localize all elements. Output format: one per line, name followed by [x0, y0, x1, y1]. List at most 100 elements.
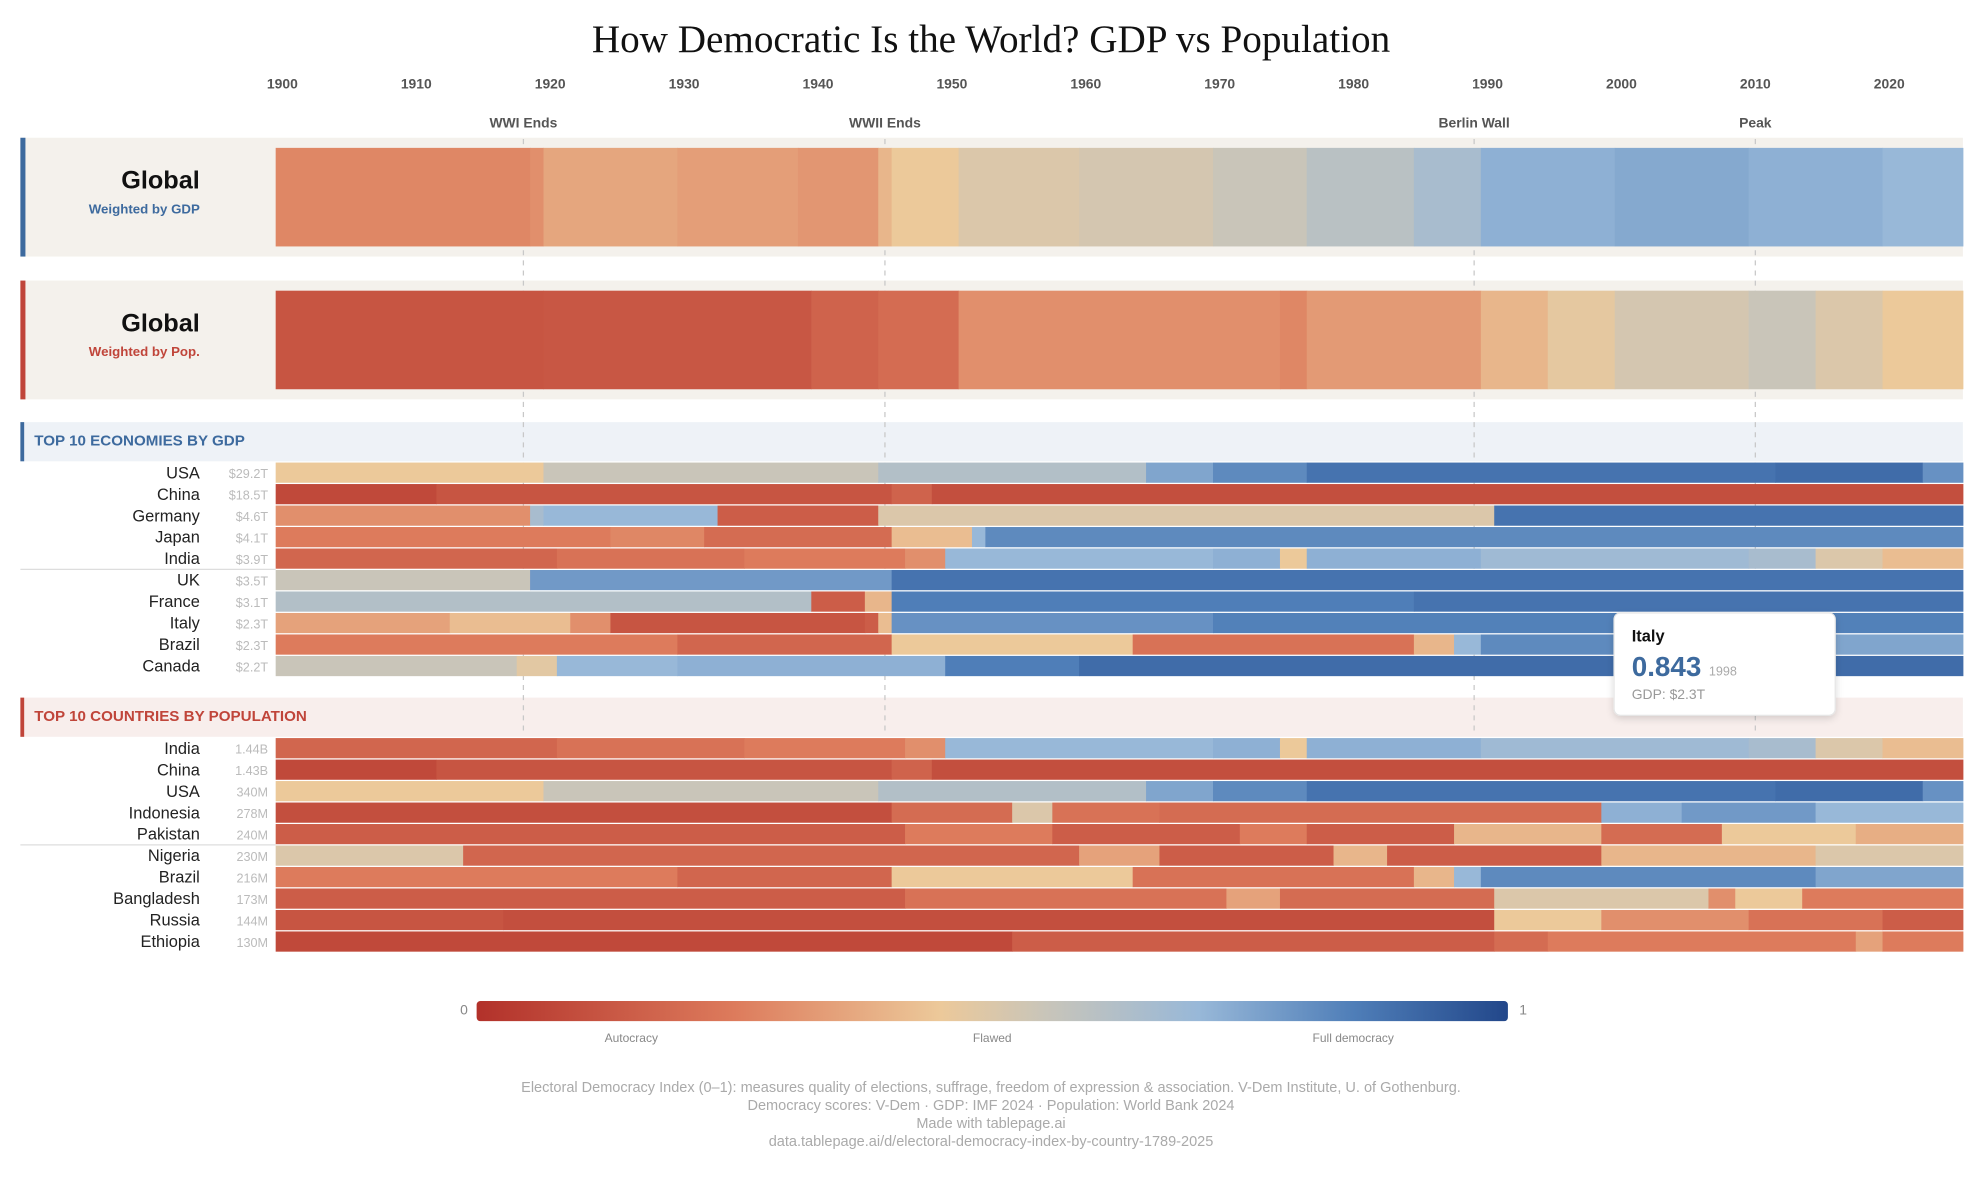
heat-cell [543, 147, 678, 247]
row-label: Germany [132, 507, 200, 525]
heat-cell [1213, 462, 1308, 483]
heat-cell [275, 505, 531, 526]
heat-cell [1748, 548, 1817, 569]
heat-cell [1279, 888, 1495, 909]
heat-cell [891, 484, 933, 505]
row-metric: 173M [236, 893, 268, 907]
heat-cell [931, 484, 1964, 505]
heat-cell [1226, 888, 1281, 909]
heat-cell [1547, 931, 1857, 952]
row-metric: 1.43B [235, 764, 268, 778]
heat-cell [811, 290, 879, 390]
row-metric: 144M [236, 914, 268, 928]
tooltip-value: 0.843 [1632, 651, 1702, 682]
heat-cell [275, 147, 531, 247]
heat-cell [744, 548, 906, 569]
heat-cell [1708, 888, 1736, 909]
row-label: Brazil [159, 869, 200, 887]
heat-cell [543, 781, 879, 802]
heat-cell [1855, 824, 1964, 845]
x-tick-label: 1970 [1204, 75, 1235, 91]
footnote: data.tablepage.ai/d/electoral-democracy-… [769, 1134, 1214, 1150]
heat-cell [1614, 290, 1750, 390]
row-metric: $4.6T [236, 510, 269, 524]
heat-cell [1922, 462, 1964, 483]
row-label: Nigeria [148, 847, 201, 865]
heat-cell [1681, 802, 1817, 823]
section-accent [20, 697, 25, 737]
heat-cell [1922, 781, 1964, 802]
colorbar [476, 1000, 1508, 1022]
heat-cell [1146, 462, 1214, 483]
heat-cell [1748, 738, 1817, 759]
heat-cell [1721, 824, 1857, 845]
heat-cell [717, 505, 879, 526]
heat-cell [1306, 290, 1482, 390]
heat-cell [1494, 888, 1709, 909]
row-label: Brazil [159, 636, 200, 654]
heat-cell [1132, 634, 1415, 655]
heat-cell [275, 866, 678, 888]
heat-cell [1480, 866, 1817, 888]
heat-cell [878, 290, 960, 390]
heat-cell [677, 655, 946, 677]
heat-cell [1601, 909, 1750, 931]
heat-cell [1306, 824, 1455, 845]
heat-cell [1882, 909, 1964, 931]
tooltip-detail: GDP: $2.3T [1632, 686, 1706, 702]
heat-cell [570, 612, 611, 634]
heat-cell [275, 824, 906, 845]
heat-cell [1882, 738, 1964, 759]
footnote: Made with tablepage.ai [916, 1116, 1065, 1132]
heat-cell [905, 548, 946, 569]
colorbar-max: 1 [1519, 1002, 1527, 1018]
section-title: TOP 10 ECONOMIES BY GDP [34, 433, 245, 450]
heat-cell [1279, 290, 1308, 390]
heat-cell [1012, 802, 1053, 823]
heat-cell [275, 569, 531, 591]
row-metric: 130M [236, 936, 268, 950]
row-label: UK [177, 572, 200, 590]
heat-cell [1494, 931, 1549, 952]
heat-cell [275, 462, 544, 483]
heat-cell [1815, 738, 1884, 759]
heat-cell [1213, 147, 1308, 247]
row-metric: $4.1T [236, 531, 269, 545]
heat-cell [891, 569, 1964, 591]
footnote: Democracy scores: V-Dem · GDP: IMF 2024 … [747, 1098, 1234, 1114]
heat-cell [1052, 802, 1160, 823]
heat-cell [1494, 505, 1964, 526]
heat-cell [275, 845, 464, 866]
heat-cell [1306, 781, 1776, 802]
heat-cell [1494, 909, 1602, 931]
heat-cell [543, 505, 719, 526]
heat-cell [436, 484, 893, 505]
heat-cell [1413, 591, 1964, 612]
heat-cell [449, 612, 571, 634]
heat-cell [275, 484, 437, 505]
heat-cell [275, 655, 518, 677]
row-label: Canada [142, 658, 200, 676]
row-label: France [149, 593, 200, 611]
heat-cell [891, 147, 960, 247]
heat-cell [1079, 147, 1214, 247]
x-tick-label: 1900 [267, 75, 298, 91]
heat-cell [436, 759, 893, 780]
heat-cell [1480, 738, 1750, 759]
heat-cell [878, 781, 1147, 802]
heat-cell [1882, 548, 1964, 569]
heat-cell [878, 612, 893, 634]
heat-cell [275, 290, 544, 390]
heat-cell [677, 147, 799, 247]
tooltip-box [1613, 612, 1836, 716]
heat-cell [945, 655, 1080, 677]
heat-cell [1614, 147, 1750, 247]
row-metric: $3.1T [236, 596, 269, 610]
heat-cell [811, 591, 866, 612]
event-label: Peak [1739, 115, 1772, 131]
heat-cell [958, 147, 1080, 247]
x-tick-label: 1940 [803, 75, 834, 91]
x-tick-label: 1930 [669, 75, 700, 91]
